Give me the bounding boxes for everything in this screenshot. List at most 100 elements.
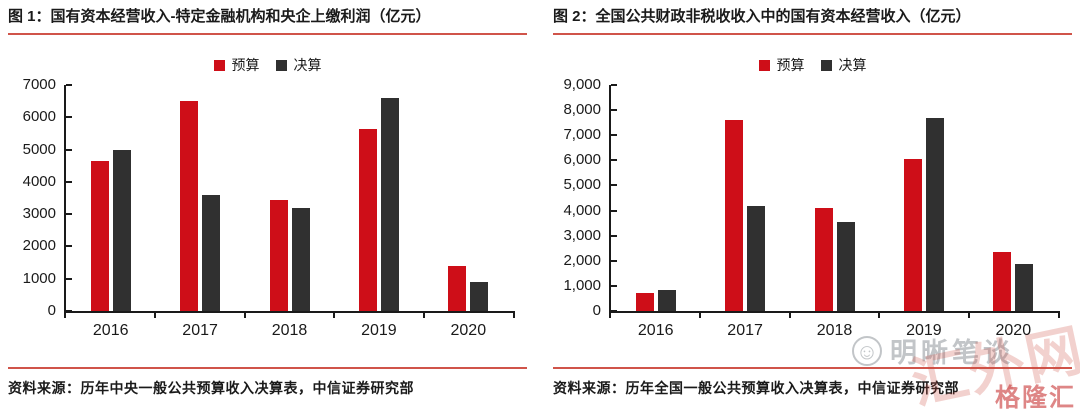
x-tick [153,313,156,318]
bar-决算-2017 [747,206,765,311]
y-tick-label: 7,000 [563,126,601,144]
legend-final-label: 决算 [293,57,322,73]
figure-1-legend: 预算 决算 [8,55,527,75]
y-tick [66,116,72,119]
figure-2-bar-chart: 0 1,000 2,000 3,000 4,000 5,000 6,000 7,000 8,00… [553,76,1072,351]
y-tick-label: 6000 [22,108,56,126]
y-tick [611,284,617,287]
y-tick-label: 1,000 [563,276,601,294]
y-tick-label: 2000 [22,237,56,255]
figure-1-source: 资料来源：历年中央一般公共预算收入决算表，中信证券研究部 [8,380,414,396]
legend-item-final: 决算 [820,55,867,75]
x-label-2019: 2019 [361,322,397,339]
bar-预算-2016 [636,293,654,311]
y-tick [611,184,617,187]
x-tick [788,313,791,318]
y-tick-label: 2,000 [563,251,601,269]
x-label-2017: 2017 [727,322,763,339]
x-label-2016: 2016 [637,322,674,339]
y-tick [611,134,617,137]
y-tick-label: 0 [47,302,56,319]
legend-item-budget: 预算 [758,55,805,75]
y-tick [611,234,617,237]
y-tick-label: 4000 [22,172,56,190]
y-tick [66,180,72,183]
x-label-2019: 2019 [906,322,942,339]
y-tick [66,213,72,216]
legend-item-final: 决算 [275,55,322,75]
x-label-2020: 2020 [995,322,1032,339]
y-tick [611,310,617,312]
x-label-2016: 2016 [92,322,129,339]
bar-预算-2018 [270,200,288,311]
bar-预算-2020 [993,252,1011,311]
y-tick [66,84,72,86]
bar-决算-2016 [113,150,131,311]
budget-swatch [213,59,225,71]
bar-决算-2020 [1015,264,1033,311]
y-tick [66,277,72,280]
y-tick-label: 8,000 [563,101,601,119]
bar-预算-2016 [91,161,109,311]
figure-1-bar-chart: 0 1000 2000 3000 4000 5000 6000 7000 2016 2017 201… [8,76,527,351]
figure-2-source: 资料来源：历年全国一般公共预算收入决算表，中信证券研究部 [553,380,959,396]
bar-预算-2017 [725,120,743,311]
x-tick [243,313,246,318]
y-tick [611,259,617,262]
figure-2-legend: 预算 决算 [553,55,1072,75]
bar-决算-2018 [837,222,855,311]
budget-swatch [758,59,770,71]
y-tick [66,245,72,248]
figure-2: 图 2：全国公共财政非税收收入中的国有资本经营收入（亿元） 预算 决算 0 1,0… [553,6,1072,398]
y-tick [611,209,617,212]
y-tick-label: 4,000 [563,201,601,219]
y-tick-label: 1000 [22,269,56,287]
x-tick [968,313,971,318]
bar-预算-2017 [180,101,198,311]
y-tick [611,159,617,162]
bar-决算-2019 [381,98,399,311]
y-tick-label: 3000 [22,205,56,223]
legend-item-budget: 预算 [213,55,260,75]
report-figures-row: 图 1：国有资本经营收入-特定金融机构和央企上缴利润（亿元） 预算 决算 0 10… [8,6,1072,398]
y-tick-label: 6,000 [563,151,601,169]
figure-1: 图 1：国有资本经营收入-特定金融机构和央企上缴利润（亿元） 预算 决算 0 10… [8,6,527,398]
bar-决算-2019 [926,118,944,311]
figure-2-title: 图 2：全国公共财政非税收收入中的国有资本经营收入（亿元） [553,6,1072,35]
x-tick [423,313,426,318]
legend-budget-label: 预算 [231,57,260,73]
y-tick-label: 0 [592,302,601,319]
bar-预算-2019 [904,159,922,311]
x-axis [609,311,1060,313]
figure-2-rule [553,367,1072,369]
x-tick [878,313,881,318]
y-axis [609,85,611,313]
y-tick-label: 5000 [22,140,56,158]
x-tick [64,313,66,318]
legend-final-label: 决算 [838,57,867,73]
y-tick-label: 7000 [22,76,56,93]
x-tick [698,313,701,318]
y-tick-label: 9,000 [563,76,601,93]
y-tick-label: 3,000 [563,226,601,244]
x-axis [64,311,515,313]
bar-决算-2016 [658,290,676,311]
y-tick [611,109,617,112]
y-axis [64,85,66,313]
x-tick [333,313,336,318]
bar-预算-2019 [359,129,377,311]
final-swatch [275,59,287,71]
bar-预算-2020 [448,266,466,311]
x-tick [609,313,611,318]
x-tick [1058,313,1060,318]
y-tick-label: 5,000 [563,176,601,194]
x-label-2018: 2018 [271,322,308,339]
bar-预算-2018 [815,208,833,311]
bar-决算-2017 [202,195,220,311]
y-tick [611,84,617,86]
final-swatch [820,59,832,71]
x-label-2017: 2017 [182,322,218,339]
bar-决算-2018 [292,208,310,311]
x-tick [513,313,515,318]
figure-1-rule [8,367,527,369]
